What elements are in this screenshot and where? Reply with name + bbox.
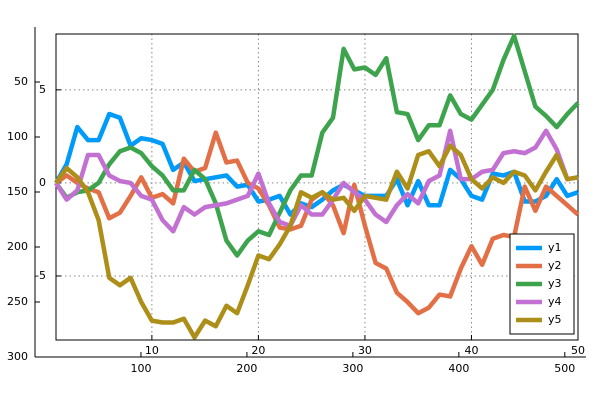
series-line bbox=[54, 33, 580, 258]
series-line bbox=[54, 128, 579, 234]
series-line bbox=[54, 143, 579, 340]
x-tick-label: 400 bbox=[448, 362, 469, 375]
legend-label: y5 bbox=[548, 313, 562, 326]
y-tick-label: 0 bbox=[39, 176, 46, 189]
x-tick-label: 10 bbox=[145, 344, 159, 357]
x-tick-label: 40 bbox=[464, 344, 478, 357]
legend-label: y1 bbox=[548, 241, 562, 254]
series-line bbox=[54, 111, 579, 217]
x-tick-label: 300 bbox=[342, 362, 363, 375]
legend-label: y2 bbox=[548, 259, 562, 272]
legend-label: y4 bbox=[548, 295, 562, 308]
y-tick-label: 150 bbox=[7, 185, 28, 198]
y-tick-label: 200 bbox=[7, 240, 28, 253]
x-tick-label: 20 bbox=[251, 344, 265, 357]
y-tick-label: 50 bbox=[14, 75, 28, 88]
x-tick-label: 500 bbox=[554, 362, 575, 375]
x-tick-label: 200 bbox=[236, 362, 257, 375]
x-tick-label: 100 bbox=[130, 362, 151, 375]
y-tick-label: 5 bbox=[39, 83, 46, 96]
y-tick-label: -5 bbox=[35, 269, 46, 282]
y-tick-label: 250 bbox=[7, 295, 28, 308]
x-tick-label: 30 bbox=[358, 344, 372, 357]
y-tick-label: 300 bbox=[7, 350, 28, 363]
y-tick-label: 100 bbox=[7, 130, 28, 143]
legend: y1 y2 y3 y4 y5 bbox=[509, 233, 575, 335]
legend-label: y3 bbox=[548, 277, 562, 290]
x-tick-label: 50 bbox=[571, 344, 585, 357]
